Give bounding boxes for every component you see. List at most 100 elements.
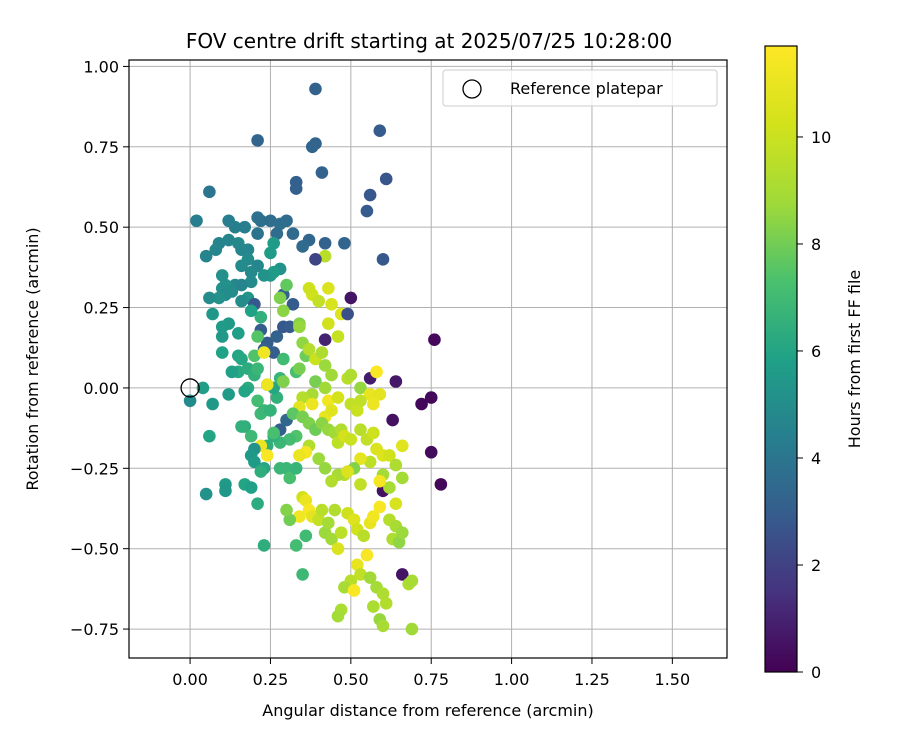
- data-point: [328, 503, 342, 517]
- data-point: [293, 449, 306, 462]
- data-point: [280, 278, 293, 292]
- data-point: [395, 526, 409, 539]
- data-point: [260, 378, 274, 392]
- y-tick-label: 0.75: [83, 138, 119, 157]
- data-point: [386, 413, 399, 427]
- data-point: [424, 445, 438, 459]
- data-point: [405, 622, 419, 636]
- data-point: [244, 265, 258, 279]
- data-point: [395, 568, 409, 581]
- data-point: [376, 619, 390, 633]
- data-point: [254, 214, 268, 228]
- data-point: [277, 352, 290, 366]
- y-tick-label: −0.50: [70, 540, 119, 559]
- data-point: [338, 236, 351, 250]
- data-point: [331, 330, 345, 343]
- data-point: [415, 397, 428, 411]
- data-point: [267, 346, 280, 359]
- data-point: [215, 320, 229, 334]
- data-point: [251, 497, 264, 510]
- data-point: [199, 487, 213, 501]
- data-point: [395, 439, 409, 453]
- colorbar-tick-label: 0: [811, 663, 821, 682]
- data-point: [203, 185, 216, 199]
- data-point: [270, 227, 284, 240]
- y-tick-label: 0.25: [83, 299, 119, 318]
- data-point: [318, 462, 332, 475]
- data-point: [286, 298, 300, 311]
- data-point: [283, 320, 297, 334]
- data-point: [289, 539, 303, 552]
- colorbar: 0 2 4 6 8 10 Hours from first FF file: [764, 45, 864, 682]
- data-point: [215, 269, 229, 282]
- data-point: [357, 529, 370, 543]
- data-point: [280, 503, 293, 517]
- colorbar-gradient: [765, 46, 797, 672]
- data-point: [315, 503, 329, 517]
- data-point: [376, 253, 390, 266]
- data-point: [312, 294, 325, 308]
- data-point: [305, 388, 319, 401]
- legend-marker: [462, 79, 482, 99]
- data-point: [212, 236, 226, 250]
- data-point: [248, 455, 261, 469]
- data-point: [270, 391, 284, 404]
- data-point: [235, 278, 248, 292]
- data-point: [219, 484, 232, 498]
- data-point: [331, 542, 345, 555]
- reference-platepar-marker: [180, 378, 200, 398]
- x-tick-label: 1.50: [655, 670, 691, 689]
- y-gridlines: [129, 65, 727, 630]
- data-point: [405, 574, 419, 588]
- data-point: [373, 500, 387, 514]
- data-point: [315, 346, 329, 359]
- data-point: [296, 391, 309, 404]
- data-point: [305, 140, 319, 154]
- x-tick-label: 0.75: [413, 670, 449, 689]
- data-point: [238, 220, 252, 234]
- data-point: [350, 404, 364, 417]
- x-axis-ticks: 0.00 0.25 0.50 0.75 1.00 1.25 1.50: [172, 658, 690, 689]
- data-point: [318, 359, 332, 372]
- data-point: [251, 227, 264, 240]
- data-point: [293, 362, 306, 375]
- data-point: [264, 214, 277, 228]
- data-point: [360, 204, 374, 218]
- data-point: [225, 285, 239, 298]
- y-axis-ticks: −0.75 −0.50 −0.25 0.00 0.25 0.50 0.75 1.00: [70, 57, 129, 639]
- data-point: [293, 510, 306, 523]
- data-point: [350, 558, 364, 572]
- data-point: [325, 474, 338, 488]
- y-tick-label: 1.00: [83, 57, 119, 76]
- data-point: [254, 310, 268, 324]
- data-point: [363, 188, 377, 202]
- data-point: [322, 516, 335, 530]
- data-point: [309, 375, 322, 388]
- data-point: [334, 526, 348, 539]
- x-axis-label: Angular distance from reference (arcmin): [262, 701, 593, 720]
- data-point: [183, 394, 197, 408]
- data-point: [293, 320, 306, 334]
- data-point: [225, 365, 239, 379]
- data-point: [283, 433, 297, 446]
- data-point: [283, 471, 297, 485]
- data-point: [270, 330, 284, 343]
- data-point: [235, 352, 248, 366]
- data-point: [367, 397, 380, 411]
- data-point: [373, 388, 387, 401]
- data-point: [199, 249, 213, 263]
- data-point: [215, 330, 229, 343]
- data-point: [299, 494, 313, 507]
- plot-frame: [128, 59, 728, 659]
- data-point: [251, 362, 264, 375]
- data-point: [280, 462, 293, 475]
- data-point: [296, 568, 309, 581]
- data-point: [235, 294, 248, 308]
- data-point: [370, 365, 383, 379]
- data-point: [354, 478, 367, 491]
- x-tick-label: 0.00: [172, 670, 208, 689]
- data-point: [373, 474, 387, 488]
- data-point: [354, 381, 367, 395]
- data-point: [235, 420, 248, 433]
